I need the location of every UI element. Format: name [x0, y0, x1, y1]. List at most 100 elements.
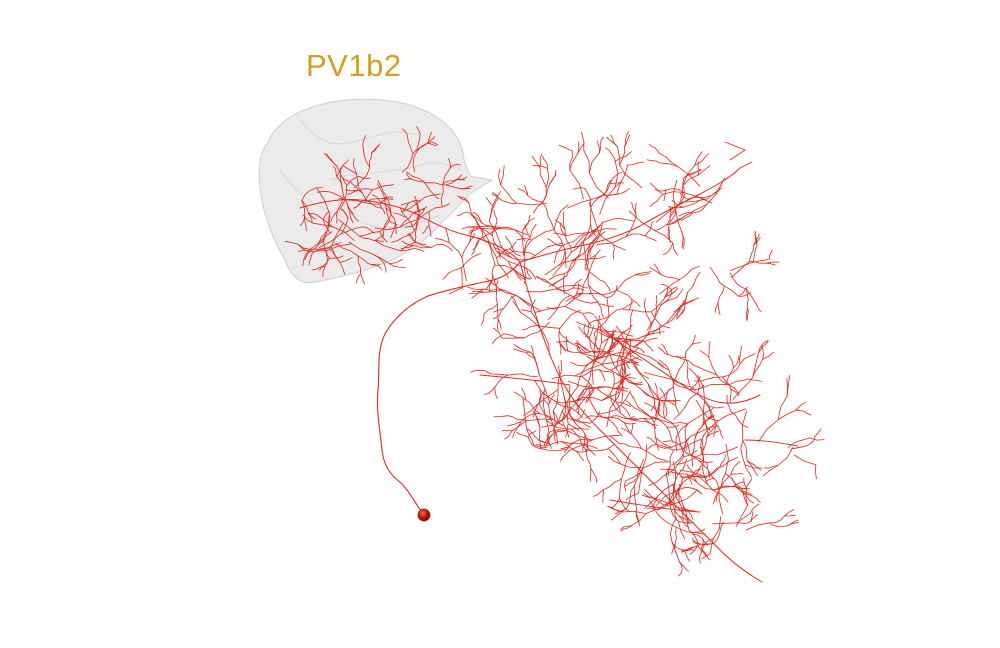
neurite-branch	[506, 421, 522, 427]
neurite-branch	[567, 423, 580, 432]
neurite-branch	[322, 266, 326, 277]
neurite-branch	[579, 224, 592, 255]
neurite-branch	[526, 418, 553, 421]
neurite-branch	[522, 398, 527, 429]
neurite-branch	[661, 343, 669, 355]
neurite-branch	[653, 421, 659, 451]
neurite-branch	[626, 309, 634, 338]
neurite-branch	[575, 321, 605, 331]
neurite-branch	[679, 561, 689, 572]
neurite-branch	[523, 253, 527, 284]
neurite-branch	[572, 397, 602, 403]
neurite-branch	[496, 257, 509, 279]
neurite-branch	[537, 389, 559, 405]
neurite-branch	[427, 141, 439, 145]
neurite-branch	[539, 413, 564, 426]
neurite-branch	[353, 201, 362, 209]
neurite-branch	[346, 175, 359, 187]
neurite-branch	[680, 297, 699, 307]
neurite-branch	[742, 410, 747, 441]
neurite-branch	[684, 392, 699, 408]
neurite-branch	[686, 473, 693, 485]
neurite-branch	[593, 331, 598, 355]
neurite-branch	[547, 431, 551, 446]
neurite-branch	[722, 457, 738, 467]
neurite-branch	[735, 486, 752, 495]
neurite-branch	[545, 168, 550, 188]
neurite-branch	[428, 203, 450, 212]
neurite-branch	[554, 410, 563, 427]
neurite-branch	[642, 461, 670, 469]
neurite-branch	[573, 438, 594, 444]
neurite-branch	[552, 251, 572, 277]
neurite-branch	[644, 337, 658, 342]
neurite-branch	[516, 431, 529, 438]
neurite-branch	[445, 227, 450, 243]
neurite-branch	[659, 359, 670, 371]
neurite-branch	[391, 230, 415, 243]
neurite-branch	[763, 465, 779, 469]
neurite-branch	[654, 437, 672, 448]
neurite-branch	[663, 189, 667, 202]
neurite-branch	[542, 397, 549, 405]
neurite-branch	[395, 223, 397, 235]
neurite-branch	[665, 188, 685, 193]
neurite-branch	[541, 424, 555, 428]
neurite-branch	[519, 261, 763, 583]
neurite-branch	[646, 159, 660, 164]
neurite-branch	[679, 475, 707, 478]
neurite-branch	[577, 141, 580, 154]
neurite-branch	[665, 286, 678, 297]
neuron-soma	[417, 508, 431, 522]
neurite-branch	[515, 294, 542, 312]
neurite-branch	[573, 235, 585, 249]
neurite-branch	[683, 450, 698, 458]
neurite-branch	[377, 179, 386, 195]
neurite-branch	[477, 225, 501, 228]
neurite-branch	[574, 363, 603, 377]
neurite-branch	[593, 221, 603, 245]
neurite-branch	[702, 538, 714, 551]
neurite-branch	[655, 295, 658, 310]
neurite-branch	[765, 261, 780, 264]
neurite-branch	[472, 238, 480, 251]
neurite-branch	[787, 519, 799, 527]
neurite-branch	[658, 386, 674, 400]
neurite-branch	[507, 373, 538, 377]
neurite-branch	[350, 182, 364, 194]
neurite-branch	[336, 176, 343, 191]
neurite-branch	[689, 545, 699, 555]
neurite-branch	[633, 459, 644, 487]
neurite-branch	[687, 407, 714, 424]
neurite-branch	[586, 356, 612, 371]
neurite-branch	[513, 391, 527, 401]
neurite-branch	[336, 210, 338, 224]
neurite-branch	[712, 522, 738, 525]
neurite-branch	[680, 212, 693, 221]
neurite-branch	[379, 198, 388, 205]
neurite-branch	[555, 285, 574, 290]
neurite-branch	[379, 220, 390, 233]
neurite-branch	[308, 213, 317, 220]
neurite-branch	[575, 450, 584, 461]
neurite-branch	[572, 439, 594, 450]
neurite-branch	[400, 248, 416, 252]
neurite-branch	[609, 394, 628, 419]
neurite-branch	[665, 305, 682, 324]
neurite-branch	[670, 456, 685, 473]
neurite-branch	[588, 338, 610, 354]
neurite-branch	[761, 344, 764, 360]
neurite-branch	[708, 470, 715, 479]
neurite-branch	[401, 240, 414, 246]
neurite-branch	[526, 428, 539, 441]
neurite-branch	[769, 249, 773, 260]
neurite-branch	[620, 525, 633, 530]
neurite-branch	[301, 200, 309, 214]
neurite-branch	[485, 277, 497, 287]
neurite-branch	[699, 550, 703, 564]
neurite-branch	[589, 231, 606, 246]
neurite-branch	[376, 261, 521, 516]
neurite-branch	[522, 229, 524, 255]
neurite-branch	[588, 271, 605, 282]
neurite-branch	[663, 242, 674, 255]
